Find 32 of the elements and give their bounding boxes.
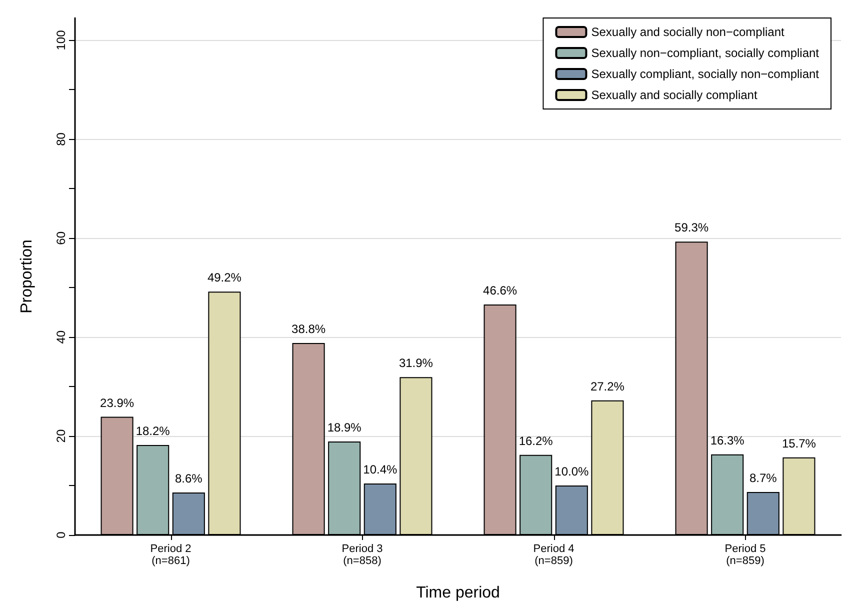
data-label: 16.3% — [710, 433, 745, 448]
data-label: 18.9% — [327, 420, 362, 434]
x-tick-label: Period 5 (n=859) — [724, 543, 766, 567]
legend-label: Sexually and socially non−compliant — [591, 25, 785, 39]
y-axis-title: Proportion — [18, 240, 36, 314]
data-label: 38.8% — [292, 322, 326, 336]
data-label: 46.6% — [483, 283, 518, 298]
legend-label: Sexually non−compliant, socially compliant — [591, 46, 820, 60]
data-label: 18.2% — [136, 424, 170, 438]
y-tick-label: 60 — [54, 231, 68, 245]
x-tick-label: Period 3 (n=858) — [342, 543, 383, 567]
data-label: 8.6% — [174, 471, 203, 486]
x-axis-title: Time period — [416, 584, 500, 602]
data-label: 49.2% — [207, 270, 242, 285]
y-tick-label: 100 — [54, 30, 68, 50]
data-label: 31.9% — [398, 356, 434, 370]
data-label: 10.4% — [363, 462, 398, 477]
data-label: 10.0% — [554, 464, 589, 479]
data-label: 8.7% — [749, 470, 778, 485]
data-label: 16.2% — [518, 434, 554, 448]
y-tick-label: 80 — [54, 132, 68, 146]
data-label: 27.2% — [590, 379, 625, 394]
x-tick-label: Period 4 (n=859) — [533, 543, 574, 567]
x-tick-label: Period 2 (n=861) — [150, 543, 192, 567]
data-label: 15.7% — [782, 436, 816, 450]
y-tick-label: 20 — [54, 429, 68, 443]
y-tick-label: 0 — [54, 531, 68, 538]
data-label: 23.9% — [100, 396, 134, 410]
data-label: 59.3% — [674, 220, 709, 235]
legend-label: Sexually compliant, socially non−compliant — [591, 67, 820, 81]
y-tick-label: 40 — [54, 330, 68, 344]
legend-label: Sexually and socially compliant — [591, 88, 758, 102]
